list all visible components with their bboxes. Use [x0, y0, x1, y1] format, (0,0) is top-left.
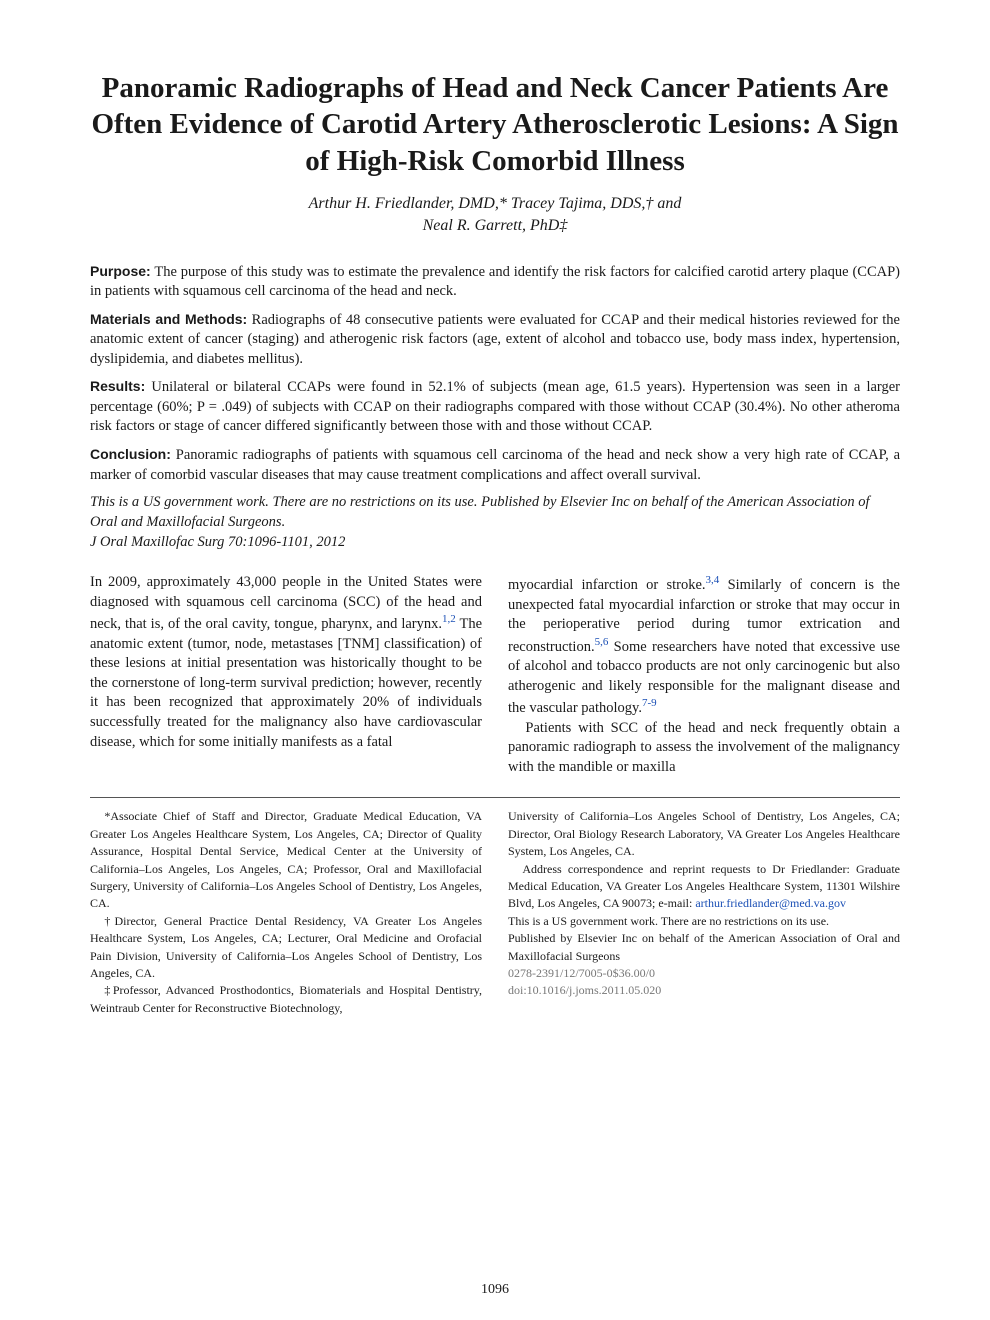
journal-citation: J Oral Maxillofac Surg 70:1096-1101, 201…: [90, 534, 900, 551]
authors-line-2: Neal R. Garrett, PhD‡: [90, 215, 900, 237]
footnote-column-left: *Associate Chief of Staff and Director, …: [90, 808, 482, 1017]
abstract-results-label: Results:: [90, 378, 145, 394]
footnotes: *Associate Chief of Staff and Director, …: [90, 797, 900, 1017]
citation-ref-1-2[interactable]: 1,2: [442, 613, 456, 625]
citation-ref-7-9[interactable]: 7-9: [642, 697, 657, 709]
abstract-purpose-label: Purpose:: [90, 263, 151, 279]
abstract-conclusion-label: Conclusion:: [90, 446, 171, 462]
body-right-paragraph-1: myocardial infarction or stroke.3,4 Simi…: [508, 573, 900, 718]
body-left-text-a: In 2009, approximately 43,000 people in …: [90, 574, 482, 632]
footnote-affil-1: *Associate Chief of Staff and Director, …: [90, 808, 482, 912]
footnote-publisher: Published by Elsevier Inc on behalf of t…: [508, 930, 900, 965]
citation-ref-3-4[interactable]: 3,4: [706, 574, 720, 586]
footnote-column-right: University of California–Los Angeles Sch…: [508, 808, 900, 1017]
footnote-affil-3-cont: University of California–Los Angeles Sch…: [508, 808, 900, 860]
correspondence-email-link[interactable]: arthur.friedlander@med.va.gov: [695, 896, 846, 910]
abstract-conclusion: Conclusion: Panoramic radiographs of pat…: [90, 445, 900, 485]
footnote-affil-3: ‡Professor, Advanced Prosthodontics, Bio…: [90, 982, 482, 1017]
body-right-paragraph-2: Patients with SCC of the head and neck f…: [508, 719, 900, 778]
abstract-results-text: Unilateral or bilateral CCAPs were found…: [90, 379, 900, 434]
abstract-purpose-text: The purpose of this study was to estimat…: [90, 264, 900, 300]
abstract-methods: Materials and Methods: Radiographs of 48…: [90, 310, 900, 370]
authors-block: Arthur H. Friedlander, DMD,* Tracey Taji…: [90, 193, 900, 238]
footnote-affil-2: †Director, General Practice Dental Resid…: [90, 913, 482, 983]
abstract-purpose: Purpose: The purpose of this study was t…: [90, 262, 900, 302]
body-column-right: myocardial infarction or stroke.3,4 Simi…: [508, 573, 900, 777]
abstract: Purpose: The purpose of this study was t…: [90, 262, 900, 552]
page-number: 1096: [0, 1282, 990, 1298]
abstract-results: Results: Unilateral or bilateral CCAPs w…: [90, 377, 900, 437]
footnote-issn-price: 0278-2391/12/7005-0$36.00/0: [508, 965, 900, 982]
body-left-text-b: The anatomic extent (tumor, node, metast…: [90, 616, 482, 749]
article-title: Panoramic Radiographs of Head and Neck C…: [90, 70, 900, 179]
body-column-left: In 2009, approximately 43,000 people in …: [90, 573, 482, 777]
footnote-correspondence: Address correspondence and reprint reque…: [508, 861, 900, 913]
citation-ref-5-6[interactable]: 5,6: [595, 636, 609, 648]
abstract-methods-label: Materials and Methods:: [90, 311, 247, 327]
body-left-paragraph: In 2009, approximately 43,000 people in …: [90, 573, 482, 752]
body-two-column: In 2009, approximately 43,000 people in …: [90, 573, 900, 777]
footnote-doi: doi:10.1016/j.joms.2011.05.020: [508, 982, 900, 999]
abstract-conclusion-text: Panoramic radiographs of patients with s…: [90, 447, 900, 483]
footnote-gov-work: This is a US government work. There are …: [508, 913, 900, 930]
authors-line-1: Arthur H. Friedlander, DMD,* Tracey Taji…: [90, 193, 900, 215]
body-right-text-a: myocardial infarction or stroke.: [508, 577, 706, 593]
government-work-note: This is a US government work. There are …: [90, 493, 900, 532]
